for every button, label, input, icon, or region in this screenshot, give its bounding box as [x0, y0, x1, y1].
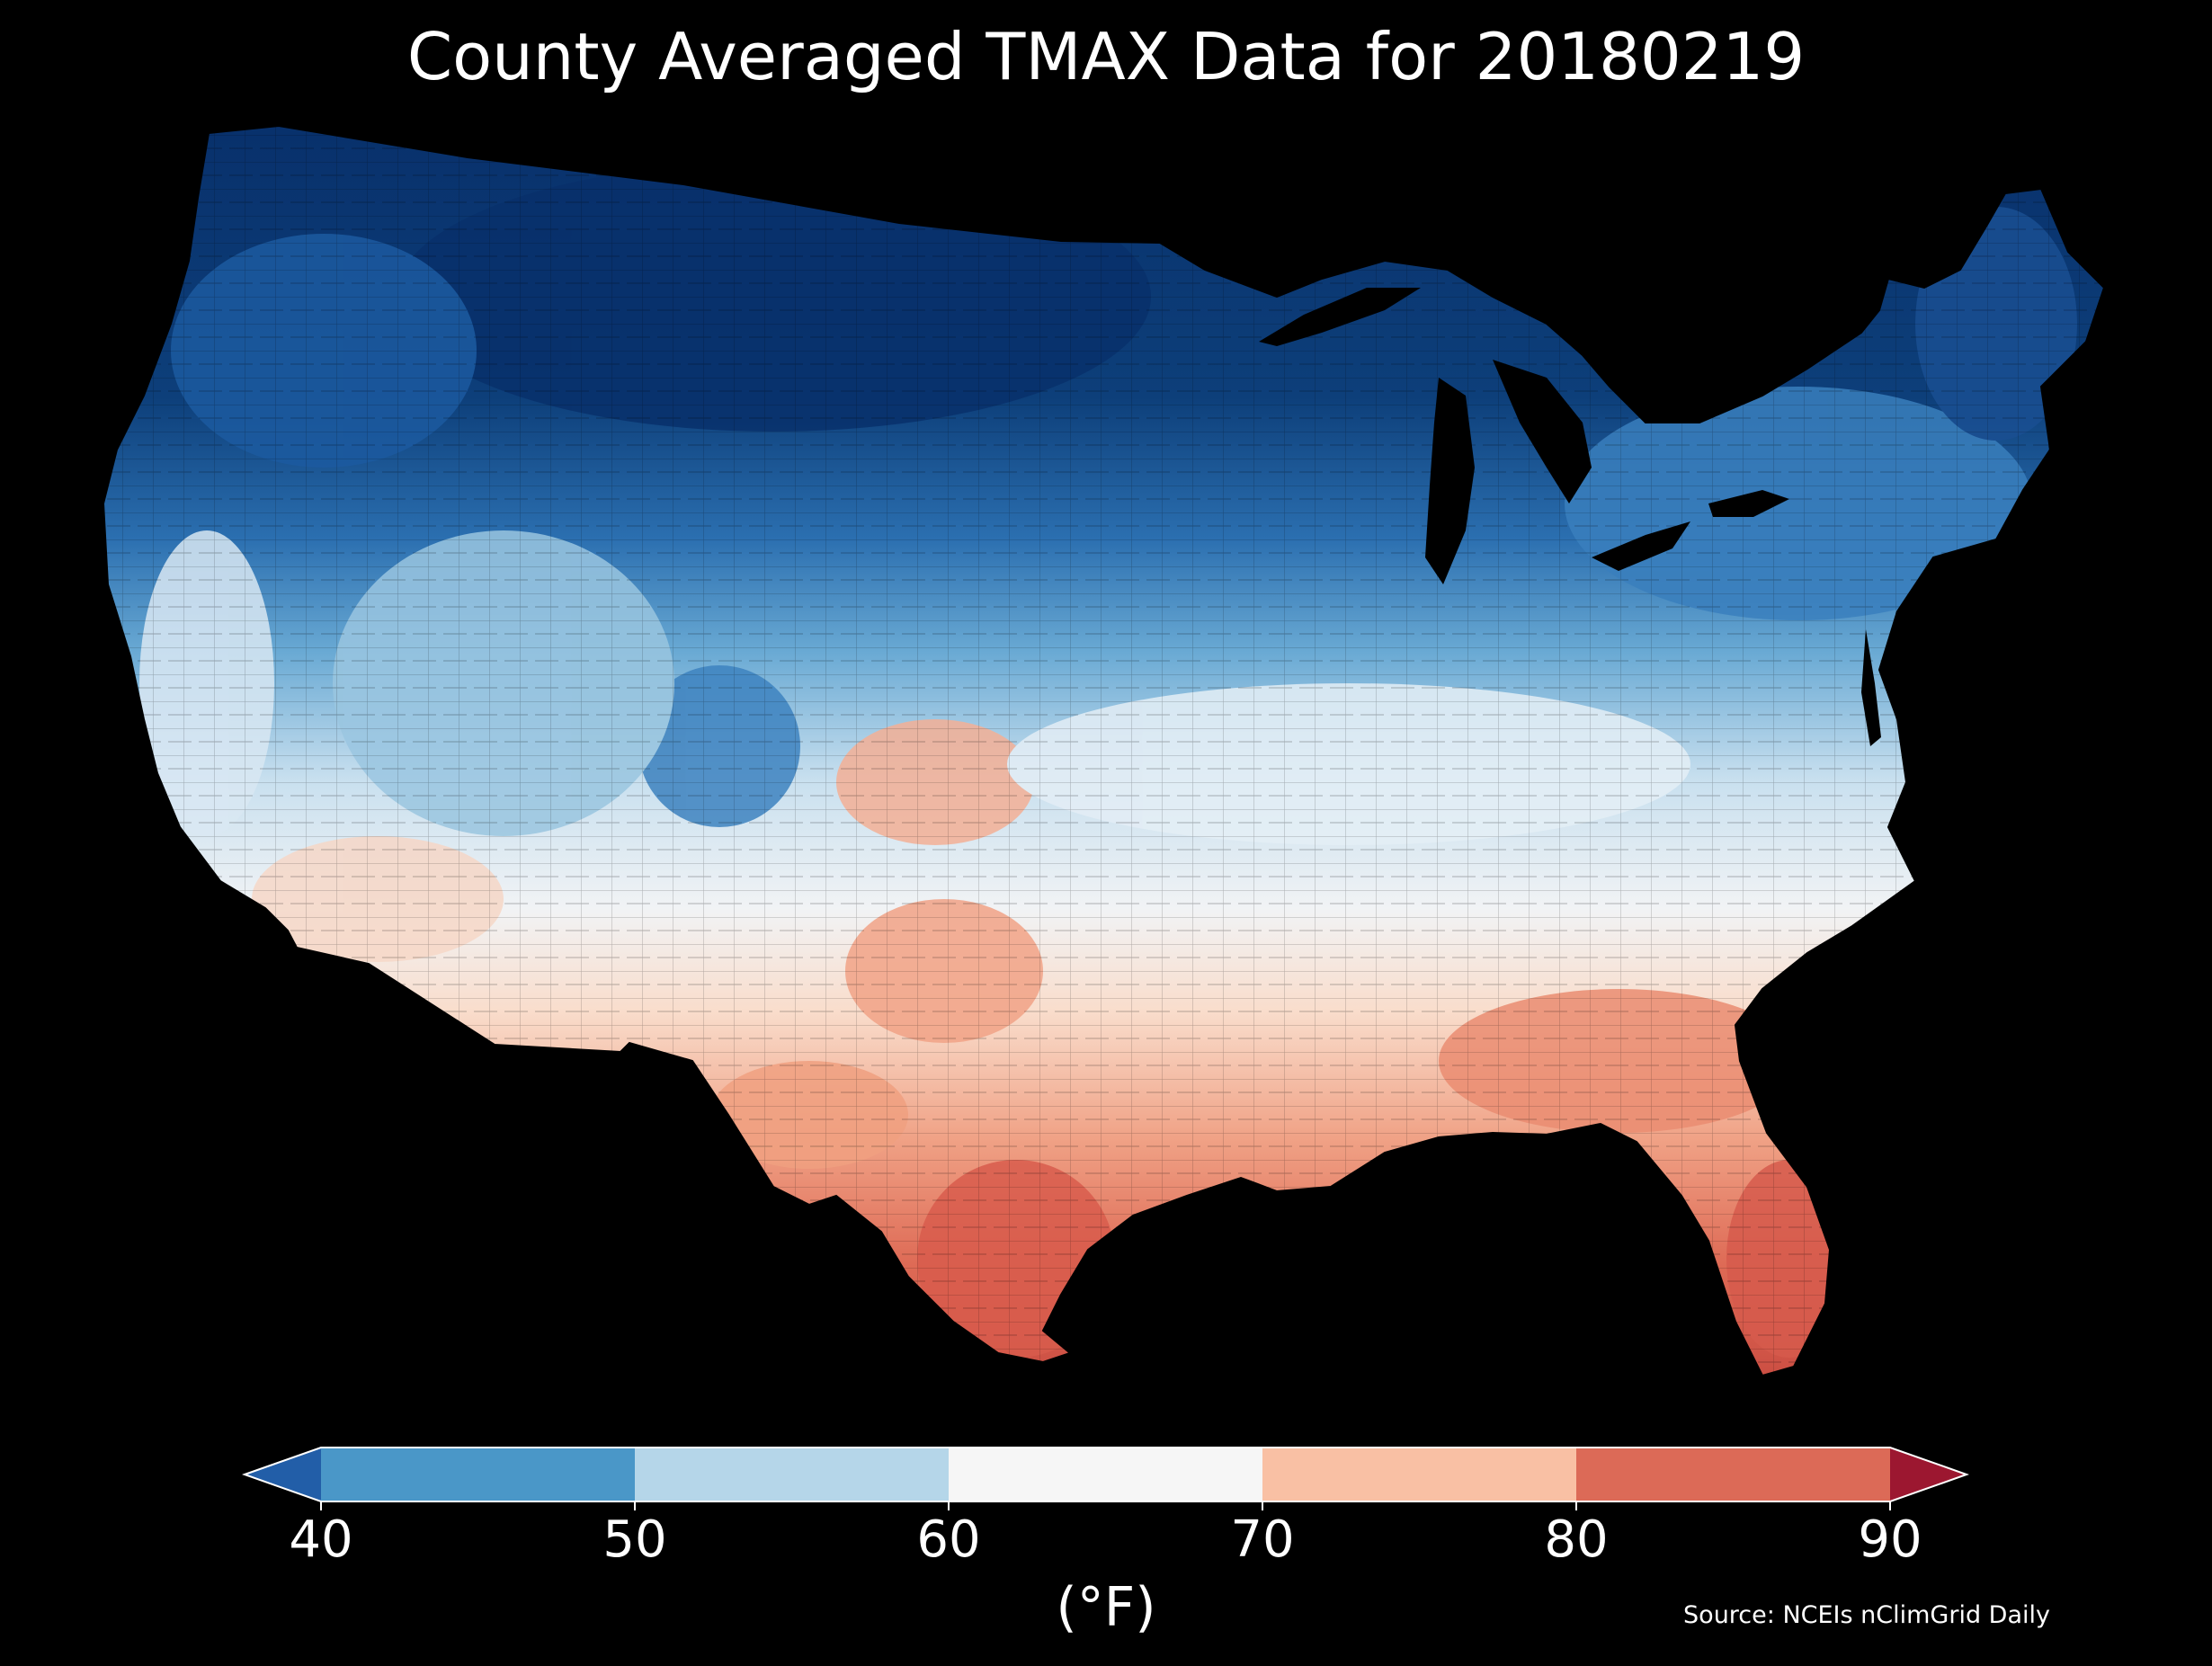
conus-land	[103, 126, 2104, 1376]
colorbar-tick-label: 50	[602, 1510, 667, 1569]
lake-erie	[1592, 521, 1690, 571]
colorbar-under-arrow	[245, 1448, 321, 1501]
county-temperature-map	[103, 125, 2105, 1376]
lake-superior	[1259, 288, 1421, 346]
colorbar-tick-label: 80	[1544, 1510, 1609, 1569]
colorbar-bin	[1576, 1448, 1890, 1501]
lake-huron	[1493, 360, 1592, 503]
colorbar-unit-label: (°F)	[1056, 1576, 1156, 1639]
colorbar-bin	[321, 1448, 635, 1501]
map-title: County Averaged TMAX Data for 20180219	[406, 19, 1806, 94]
great-lakes	[1259, 288, 1881, 746]
source-credit: Source: NCEIs nClimGrid Daily	[1683, 1601, 2050, 1629]
colorbar-bin	[1262, 1448, 1576, 1501]
colorbar-tick-label: 70	[1230, 1510, 1295, 1569]
colorbar-over-arrow	[1890, 1448, 1967, 1501]
lake-ontario	[1708, 490, 1789, 517]
colorbar	[241, 1447, 1970, 1510]
colorbar-bin	[949, 1448, 1262, 1501]
lake-michigan	[1425, 378, 1475, 584]
colorbar-tick-label: 90	[1858, 1510, 1922, 1569]
colorbar-tick-label: 60	[916, 1510, 981, 1569]
colorbar-tick-label: 40	[289, 1510, 353, 1569]
county-boundaries	[103, 126, 2104, 1376]
chesapeake-bay	[1861, 629, 1881, 746]
colorbar-bin	[635, 1448, 949, 1501]
